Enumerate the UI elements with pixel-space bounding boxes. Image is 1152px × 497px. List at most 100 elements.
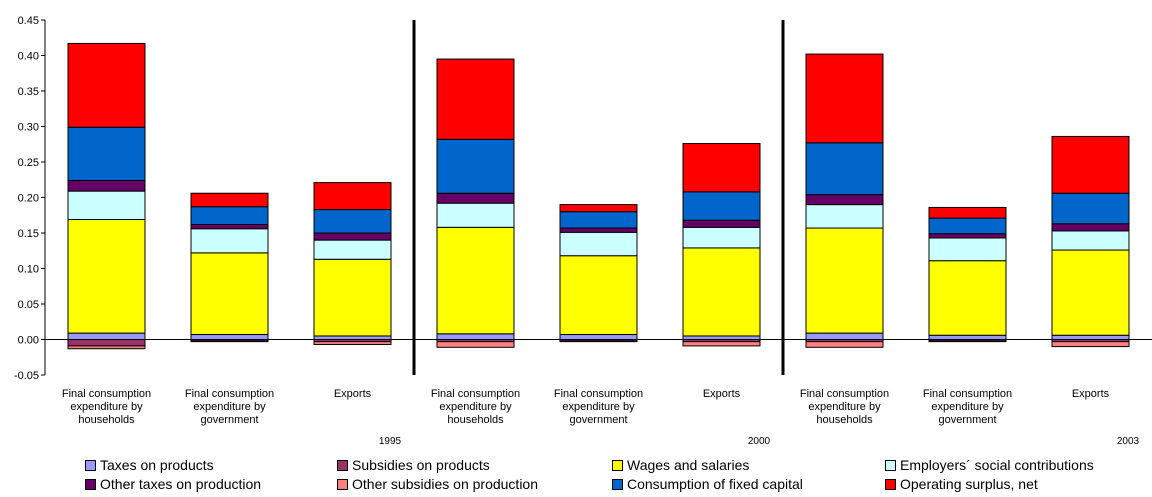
y-tick-label: 0.05: [18, 299, 39, 311]
bar-segment: [1051, 230, 1130, 251]
y-tick-label: 0.15: [18, 228, 39, 240]
bar-segment: [682, 247, 761, 337]
y-tick-label: -0.05: [14, 370, 39, 382]
category-label: Exports: [334, 388, 372, 400]
bar-segment: [559, 204, 638, 213]
bar-segment: [313, 341, 392, 345]
bar-segment: [928, 260, 1007, 336]
legend-label: Consumption of fixed capital: [627, 476, 803, 492]
bar-segment: [559, 334, 638, 340]
bar-segment: [1051, 341, 1130, 348]
legend-item: Employers´ social contributions: [885, 457, 1094, 473]
y-tick-label: 0.00: [18, 335, 39, 347]
bar-segment: [67, 42, 146, 128]
category-label: expenditure by: [439, 401, 512, 413]
bar-segment: [190, 228, 269, 254]
bar-segment: [436, 202, 515, 228]
bar-segment: [805, 142, 884, 196]
bar-segment: [67, 179, 146, 192]
bar-segment: [559, 255, 638, 336]
bar-segment: [313, 258, 392, 337]
y-tick-label: 0.20: [18, 193, 39, 205]
legend-swatch: [85, 459, 96, 471]
bar-segment: [436, 58, 515, 140]
legend-item: Operating surplus, net: [885, 476, 1038, 492]
category-label: government: [200, 414, 258, 426]
bar-segment: [1051, 192, 1130, 225]
legend-label: Operating surplus, net: [900, 476, 1038, 492]
bar-segment: [805, 194, 884, 206]
category-label: expenditure by: [808, 401, 881, 413]
group-label: 1995: [379, 436, 402, 447]
legend-swatch: [885, 459, 896, 471]
legend-label: Other taxes on production: [100, 476, 262, 492]
legend-label: Employers´ social contributions: [900, 457, 1094, 473]
bar-segment: [436, 341, 515, 348]
bar-segment: [682, 341, 761, 347]
legend-label: Wages and salaries: [627, 457, 750, 473]
bar-segment: [313, 232, 392, 241]
bar-segment: [928, 340, 1007, 343]
bar-segment: [928, 334, 1007, 340]
category-label: Final consumption: [185, 388, 274, 400]
bar-segment: [67, 190, 146, 221]
bar-segment: [1051, 334, 1130, 340]
category-label: Exports: [1072, 388, 1110, 400]
category-label: Final consumption: [800, 388, 889, 400]
category-label: expenditure by: [70, 401, 143, 413]
bar-segment: [313, 182, 392, 211]
bar-segment: [1051, 135, 1130, 194]
y-tick-label: 0.10: [18, 264, 39, 276]
bar-segment: [436, 192, 515, 204]
category-label: Final consumption: [554, 388, 643, 400]
legend-swatch: [612, 459, 623, 471]
category-label: Final consumption: [62, 388, 151, 400]
legend-item: Wages and salaries: [612, 457, 749, 473]
y-tick-label: 0.45: [18, 15, 39, 27]
bar-segment: [67, 126, 146, 181]
legend: Taxes on products Subsidies on products Wa…: [0, 456, 1152, 496]
bar-segment: [190, 340, 269, 343]
legend-swatch: [885, 478, 896, 490]
legend-item: Subsidies on products: [337, 457, 490, 473]
legend-item: Other taxes on production: [85, 476, 261, 492]
bar-segment: [805, 332, 884, 340]
legend-label: Other subsidies on production: [352, 476, 538, 492]
category-label: expenditure by: [931, 401, 1004, 413]
category-label: expenditure by: [193, 401, 266, 413]
legend-swatch: [337, 459, 348, 471]
y-tick-label: 0.25: [18, 157, 39, 169]
bar-segment: [190, 206, 269, 225]
bar-segment: [436, 333, 515, 341]
legend-item: Consumption of fixed capital: [612, 476, 803, 492]
bar-segment: [559, 231, 638, 257]
bar-segment: [190, 223, 269, 230]
bar-segment: [190, 334, 269, 340]
category-label: Final consumption: [923, 388, 1012, 400]
y-tick-label: 0.30: [18, 122, 39, 134]
category-label: expenditure by: [562, 401, 635, 413]
category-label: households: [816, 414, 873, 426]
bar-segment: [682, 143, 761, 193]
bar-segment: [805, 341, 884, 348]
bar-segment: [928, 237, 1007, 262]
bar-segment: [67, 332, 146, 340]
bar-segment: [928, 233, 1007, 239]
bar-segment: [682, 335, 761, 341]
bar-segment: [313, 239, 392, 260]
bar-segment: [190, 252, 269, 336]
bar-segment: [559, 340, 638, 343]
bar-segment: [67, 345, 146, 350]
group-label: 2000: [748, 436, 771, 447]
y-tick-label: 0.40: [18, 51, 39, 63]
bar-segment: [682, 226, 761, 249]
category-label: households: [447, 414, 504, 426]
group-label: 2003: [1117, 436, 1140, 447]
bar-segment: [805, 227, 884, 334]
legend-label: Taxes on products: [100, 457, 214, 473]
bar-segment: [313, 335, 392, 341]
bar-segment: [682, 219, 761, 228]
legend-swatch: [337, 478, 348, 490]
bar-segment: [67, 339, 146, 347]
legend-swatch: [85, 478, 96, 490]
